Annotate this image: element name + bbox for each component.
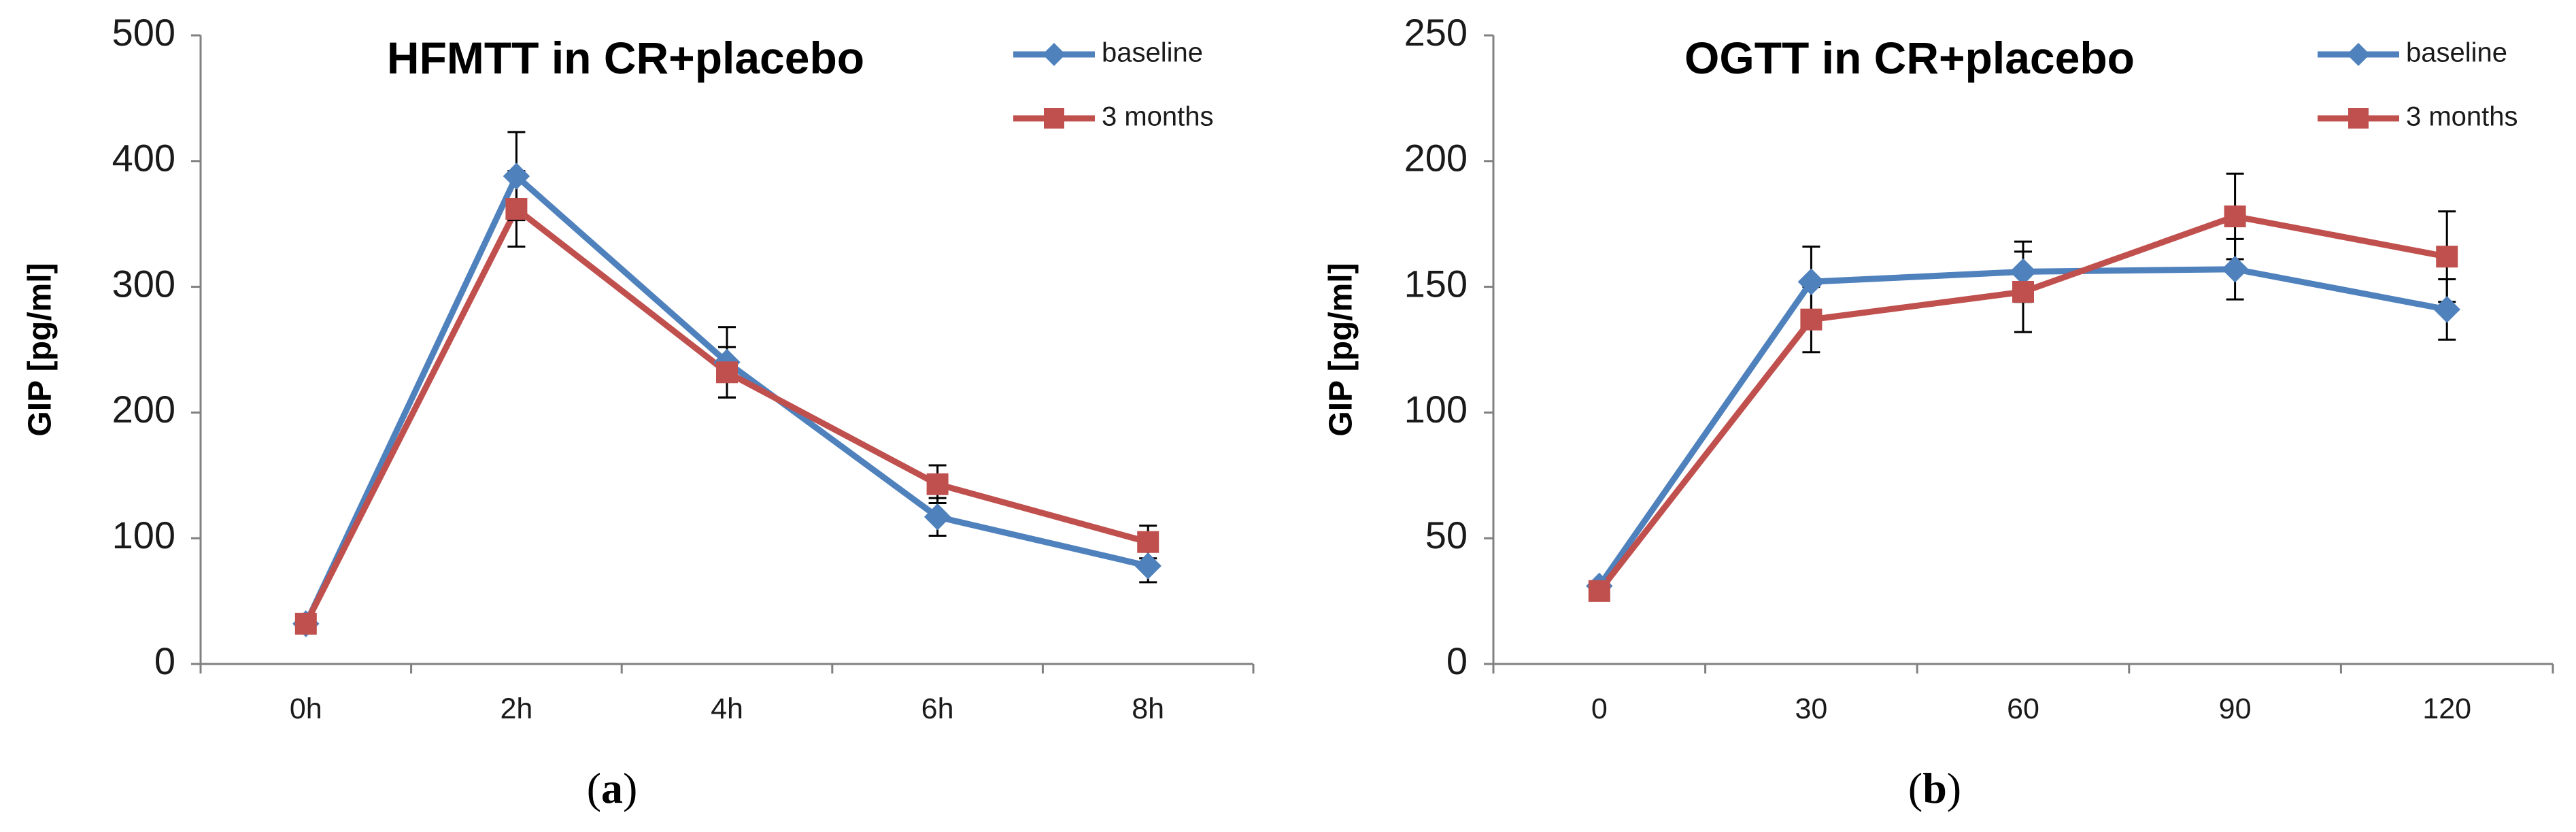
- legend-marker: [1043, 43, 1066, 66]
- legend-label: 3 months: [2406, 102, 2518, 132]
- x-tick-label: 120: [2422, 693, 2471, 725]
- x-tick-label: 2h: [500, 693, 532, 725]
- data-point-baseline: [2010, 258, 2037, 286]
- y-tick-label: 400: [112, 137, 175, 180]
- chart-b: OGTT in CR+placebo GIP [pg/ml] 0 50 100 150 20…: [1323, 11, 2554, 812]
- data-point-baseline: [923, 503, 951, 531]
- data-point-3-months: [1588, 580, 1610, 602]
- y-tick-label: 0: [1446, 639, 1468, 682]
- chart-title: HFMTT in CR+placebo: [387, 33, 864, 83]
- x-tick-label: 0: [1591, 693, 1608, 725]
- panel-label-open: (: [1908, 764, 1922, 812]
- data-point-3-months: [926, 473, 949, 495]
- chart-a: HFMTT in CR+placebo GIP [pg/ml] 0 100 200 300…: [22, 11, 1255, 812]
- panel-label-letter: a: [601, 764, 623, 812]
- legend-label: baseline: [1102, 38, 1203, 68]
- y-tick-label: 250: [1404, 11, 1468, 54]
- legend: baseline 3 months: [2318, 38, 2518, 132]
- legend-marker: [1044, 108, 1064, 129]
- legend-label: baseline: [2406, 38, 2507, 68]
- x-tick-label: 4h: [711, 693, 743, 725]
- data-point-3-months: [2224, 205, 2246, 228]
- series-line-baseline: [303, 173, 1149, 625]
- x-tick-label: 30: [1795, 693, 1827, 725]
- data-point-3-months: [2012, 280, 2034, 303]
- panel-label: (a): [587, 764, 638, 812]
- y-axis-label: GIP [pg/ml]: [1323, 263, 1359, 436]
- data-point-baseline: [2221, 256, 2249, 283]
- y-tick-label: 200: [1404, 137, 1468, 180]
- x-tick-label: 90: [2219, 693, 2252, 725]
- data-point-baseline: [2433, 296, 2460, 323]
- panel-label-open: (: [587, 764, 601, 812]
- y-tick-label: 300: [112, 262, 175, 305]
- data-point-baseline: [503, 163, 530, 190]
- legend: baseline 3 months: [1013, 38, 1214, 132]
- panel-label-close: ): [1947, 764, 1961, 812]
- data-point-3-months: [505, 198, 528, 220]
- data-point-3-months: [2436, 246, 2458, 268]
- x-tick-label: 6h: [921, 693, 954, 725]
- panel-label-close: ): [623, 764, 637, 812]
- y-tick-label: 500: [112, 11, 175, 54]
- legend-marker: [2347, 43, 2370, 66]
- data-point-3-months: [716, 361, 738, 384]
- y-tick-label: 50: [1425, 514, 1468, 556]
- chart-title: OGTT in CR+placebo: [1684, 33, 2135, 83]
- legend-label: 3 months: [1102, 102, 1214, 132]
- x-tick-label: 8h: [1132, 693, 1164, 725]
- series-line-3-months: [303, 205, 1149, 625]
- y-tick-label: 0: [154, 639, 175, 682]
- x-tick-label: 0h: [290, 693, 322, 725]
- y-tick-label: 200: [112, 388, 175, 431]
- y-axis-label: GIP [pg/ml]: [22, 263, 58, 436]
- data-point-3-months: [1800, 308, 1823, 331]
- x-tick-label: 60: [2007, 693, 2039, 725]
- panel-label-letter: b: [1922, 764, 1947, 812]
- data-point-3-months: [294, 612, 317, 635]
- data-point-baseline: [1134, 552, 1162, 580]
- panel-label: (b): [1908, 764, 1961, 812]
- data-point-3-months: [1137, 531, 1159, 553]
- y-tick-label: 100: [1404, 388, 1468, 431]
- data-point-baseline: [1797, 268, 1825, 295]
- y-tick-label: 150: [1404, 262, 1468, 305]
- y-tick-label: 100: [112, 514, 175, 556]
- legend-marker: [2348, 108, 2369, 129]
